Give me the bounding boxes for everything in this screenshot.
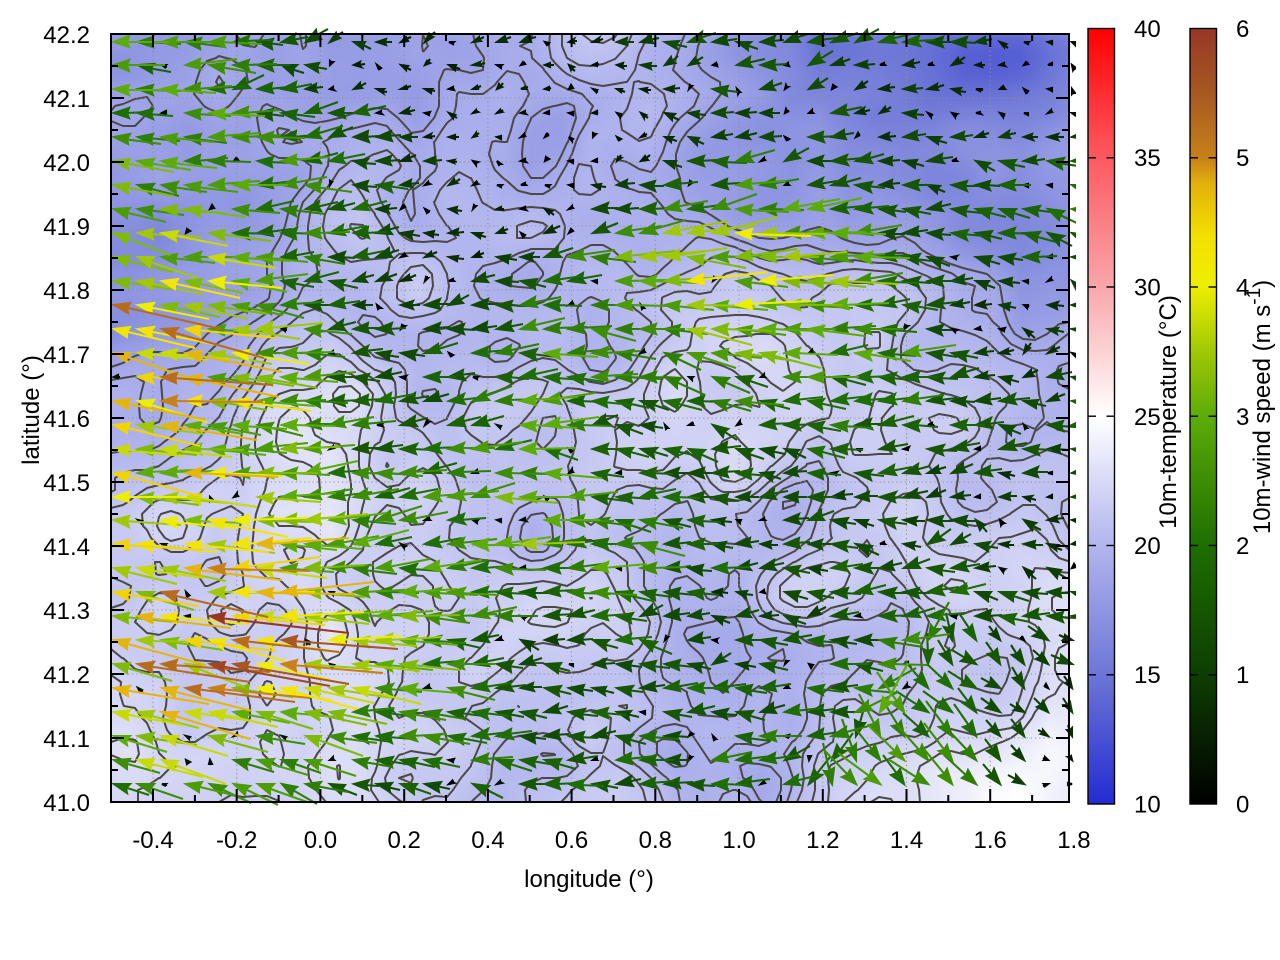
svg-text:35: 35 — [1134, 145, 1161, 172]
svg-text:41.1: 41.1 — [43, 726, 90, 753]
svg-text:2: 2 — [1236, 533, 1249, 560]
svg-text:42.0: 42.0 — [43, 150, 90, 177]
svg-text:41.8: 41.8 — [43, 278, 90, 305]
svg-text:41.9: 41.9 — [43, 214, 90, 241]
svg-text:25: 25 — [1134, 404, 1161, 431]
svg-text:20: 20 — [1134, 533, 1161, 560]
svg-text:41.4: 41.4 — [43, 534, 90, 561]
svg-text:0.0: 0.0 — [304, 827, 337, 854]
svg-text:30: 30 — [1134, 275, 1161, 302]
svg-text:41.6: 41.6 — [43, 406, 90, 433]
svg-text:40: 40 — [1134, 16, 1161, 43]
svg-text:0.4: 0.4 — [471, 827, 504, 854]
svg-text:15: 15 — [1134, 662, 1161, 689]
svg-text:6: 6 — [1236, 16, 1249, 43]
svg-text:41.5: 41.5 — [43, 470, 90, 497]
svg-text:4: 4 — [1236, 275, 1249, 302]
svg-text:1.4: 1.4 — [890, 827, 923, 854]
svg-text:latitude (°): latitude (°) — [18, 355, 45, 465]
svg-text:10m-temperature (°C): 10m-temperature (°C) — [1155, 295, 1182, 529]
svg-text:-0.4: -0.4 — [132, 827, 173, 854]
svg-text:10m-wind speed (m s-1): 10m-wind speed (m s-1) — [1244, 280, 1276, 534]
svg-text:41.0: 41.0 — [43, 790, 90, 817]
svg-text:5: 5 — [1236, 145, 1249, 172]
svg-text:-0.2: -0.2 — [216, 827, 257, 854]
svg-text:1.2: 1.2 — [806, 827, 839, 854]
svg-text:42.2: 42.2 — [43, 22, 90, 49]
svg-text:0.8: 0.8 — [639, 827, 672, 854]
svg-text:10: 10 — [1134, 792, 1161, 819]
svg-text:1.0: 1.0 — [722, 827, 755, 854]
svg-text:1: 1 — [1236, 662, 1249, 689]
svg-text:42.1: 42.1 — [43, 86, 90, 113]
svg-text:1.6: 1.6 — [974, 827, 1007, 854]
svg-text:41.3: 41.3 — [43, 598, 90, 625]
svg-text:41.7: 41.7 — [43, 342, 90, 369]
svg-text:0: 0 — [1236, 792, 1249, 819]
svg-text:longitude (°): longitude (°) — [524, 866, 654, 893]
svg-text:41.2: 41.2 — [43, 662, 90, 689]
svg-text:0.6: 0.6 — [555, 827, 588, 854]
svg-text:1.8: 1.8 — [1057, 827, 1090, 854]
svg-text:3: 3 — [1236, 404, 1249, 431]
svg-text:0.2: 0.2 — [388, 827, 421, 854]
